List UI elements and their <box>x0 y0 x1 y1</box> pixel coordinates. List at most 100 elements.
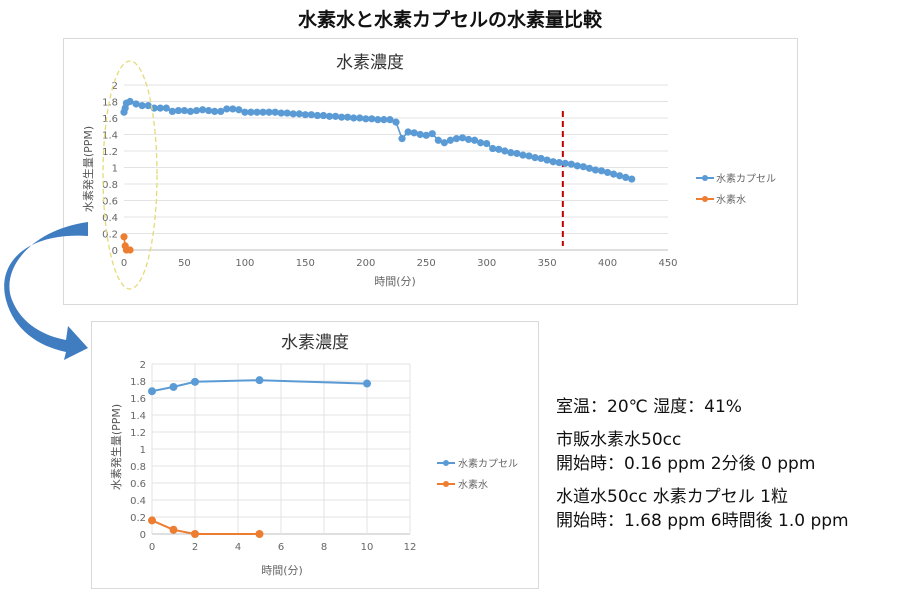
data-point <box>319 111 328 120</box>
x-tick-label: 300 <box>477 258 496 269</box>
y-tick-label: 1.4 <box>130 411 146 422</box>
series-capsule <box>120 97 636 183</box>
data-point <box>585 164 594 172</box>
y-tick-label: 1.4 <box>102 131 118 142</box>
data-point <box>434 136 442 144</box>
data-point <box>363 379 371 388</box>
data-point <box>148 516 156 525</box>
legend-label-capsule: 水素カプセル <box>458 457 518 470</box>
data-point <box>422 131 430 139</box>
data-point <box>392 118 400 126</box>
top-chart: 水素濃度 0 0.2 0.4 0.6 0.8 1 1.2 1.4 1.6 1.8 2 0 50 100 1… <box>81 53 776 288</box>
data-point <box>271 108 279 116</box>
x-tick-label: 12 <box>404 542 417 553</box>
data-point <box>198 106 207 114</box>
data-point <box>501 147 509 155</box>
y-tick-label: 0 <box>112 246 118 257</box>
water-result-text: 開始時：0.16 ppm 2分後 0 ppm <box>556 454 816 474</box>
data-point <box>205 106 213 115</box>
water-title-text: 市販水素水50cc <box>556 430 682 450</box>
data-point <box>452 135 461 143</box>
legend-label-water: 水素水 <box>458 478 488 491</box>
legend: 水素カプセル 水素水 <box>696 172 776 206</box>
x-tick-label: 10 <box>361 542 374 553</box>
y-tick-label: 0.4 <box>130 496 146 507</box>
data-point <box>255 530 264 538</box>
y-tick-label: 2 <box>112 81 118 92</box>
data-point <box>404 128 412 136</box>
y-tick-label: 0.6 <box>130 479 146 490</box>
data-point <box>169 382 178 391</box>
data-point <box>470 136 479 144</box>
x-tick-label: 0 <box>149 542 155 553</box>
data-point <box>573 162 581 170</box>
y-tick-label: 1 <box>140 445 146 456</box>
data-point <box>265 108 273 116</box>
y-tick-label: 1 <box>112 164 118 175</box>
y-tick-label: 1.8 <box>130 377 146 388</box>
data-point <box>211 107 219 115</box>
data-point <box>235 106 243 114</box>
data-point <box>169 525 178 534</box>
series-line <box>151 519 260 535</box>
data-point <box>513 149 521 158</box>
data-point <box>410 129 418 137</box>
data-point <box>464 135 473 144</box>
data-point <box>192 106 201 115</box>
data-point <box>301 111 309 119</box>
data-point <box>289 110 297 118</box>
y-tick-label: 1.2 <box>130 428 146 439</box>
series-capsule <box>148 376 371 396</box>
data-point <box>416 130 424 139</box>
y-tick-label: 0.4 <box>102 213 118 224</box>
data-point <box>591 166 600 174</box>
data-point <box>313 111 322 120</box>
data-point <box>543 156 551 164</box>
x-axis-label: 時間(分) <box>261 564 303 577</box>
data-point <box>356 114 364 122</box>
y-tick-label: 0.6 <box>102 197 118 208</box>
data-point <box>191 530 199 538</box>
data-point <box>148 387 156 396</box>
data-point <box>255 376 264 385</box>
data-point <box>186 107 195 115</box>
data-point <box>507 149 515 157</box>
data-point <box>616 172 624 180</box>
legend: 水素カプセル 水素水 <box>437 457 518 491</box>
data-point <box>223 105 231 113</box>
data-point <box>126 246 134 254</box>
data-point <box>628 175 636 183</box>
y-tick-label: 1.6 <box>130 394 146 405</box>
y-tick-label: 0.2 <box>130 513 146 524</box>
chart-title: 水素濃度 <box>281 333 349 353</box>
data-point <box>253 108 261 116</box>
data-point <box>120 233 128 241</box>
x-tick-label: 350 <box>538 258 557 269</box>
data-point <box>174 106 182 115</box>
x-tick-label: 400 <box>598 258 617 269</box>
data-point <box>180 106 189 115</box>
data-point <box>483 139 491 148</box>
data-point <box>374 116 382 124</box>
x-tick-label: 2 <box>192 542 198 553</box>
data-point <box>368 115 376 123</box>
series-water <box>148 516 264 538</box>
chart-title: 水素濃度 <box>336 53 404 73</box>
capsule-title-text: 水道水50cc 水素カプセル 1粒 <box>556 487 788 507</box>
data-point <box>325 112 334 120</box>
data-point <box>537 154 545 163</box>
y-tick-label: 0 <box>140 530 146 541</box>
y-tick-label: 0.2 <box>102 230 118 241</box>
y-axis-label: 水素発生量(PPM) <box>109 404 123 490</box>
x-tick-label: 6 <box>278 542 284 553</box>
data-point <box>610 170 618 178</box>
data-point <box>398 135 406 143</box>
data-point <box>440 139 448 147</box>
x-axis-label: 時間(分) <box>374 275 416 288</box>
y-tick-label: 1.2 <box>102 147 118 158</box>
data-point <box>489 144 497 153</box>
data-point <box>283 109 291 117</box>
data-point <box>525 152 533 160</box>
data-point <box>519 151 527 159</box>
series-water <box>120 233 134 254</box>
